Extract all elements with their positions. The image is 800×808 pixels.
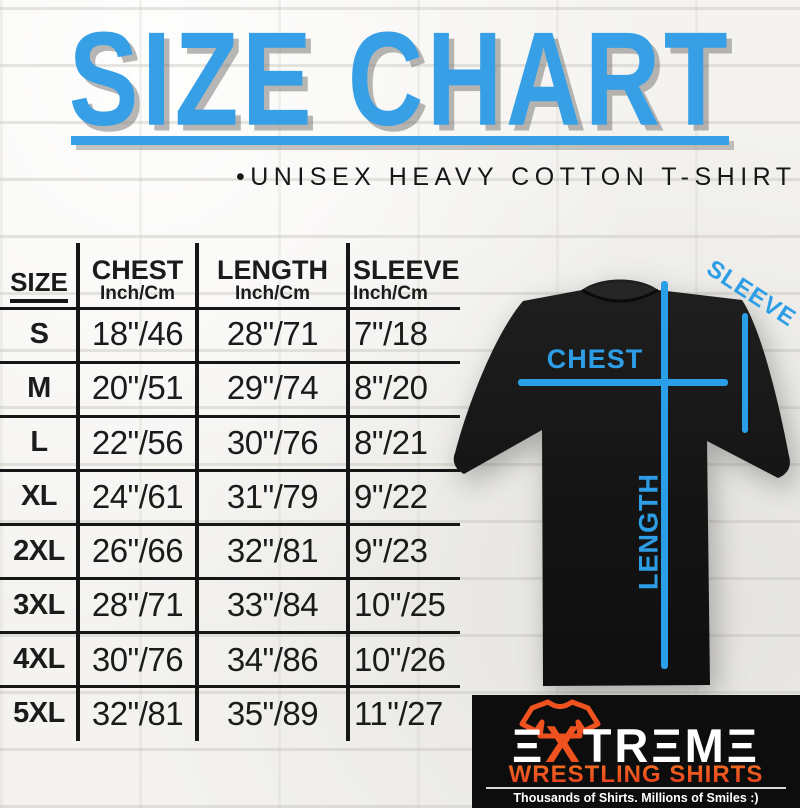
table-row-size: 5XL [13, 697, 65, 730]
page-title: SIZE CHART [68, 3, 732, 154]
table-cell-sleeve: 8"/20 [354, 369, 428, 407]
table-row-size: S [29, 317, 49, 350]
sleeve-column-header: SLEEVE Inch/Cm [348, 243, 460, 307]
table-cell-chest: 32"/81 [91, 694, 184, 732]
table-row-divider [0, 685, 460, 688]
table-cell-chest: 24"/61 [91, 477, 184, 515]
table-row-divider [0, 577, 460, 580]
table-cell-length: 31"/79 [226, 477, 319, 515]
table-cell-length: 35"/89 [226, 694, 319, 732]
table-row-size: M [27, 371, 51, 404]
table-cell-sleeve: 11"/27 [354, 694, 443, 732]
title-underline [71, 136, 729, 145]
table-cell-length: 28"/71 [226, 315, 319, 353]
table-row-divider [0, 415, 460, 418]
tshirt-icon [519, 699, 601, 739]
table-cell-sleeve: 7"/18 [354, 315, 428, 353]
brand-tagline: Thousands of Shirts. Millions of Smiles … [513, 791, 759, 805]
table-cell-chest: 18"/46 [91, 315, 184, 353]
table-cell-sleeve: 10"/25 [354, 586, 446, 624]
brand-letters: TRΞMΞ [582, 719, 761, 772]
table-row-divider [0, 631, 460, 634]
table-cell-chest: 22"/56 [91, 423, 184, 461]
table-row-divider [0, 307, 460, 310]
table-cell-sleeve: 8"/21 [354, 423, 428, 461]
table-cell-length: 33"/84 [226, 586, 319, 624]
table-row-size: 2XL [13, 534, 65, 567]
table-column-divider [346, 243, 350, 741]
table-cell-sleeve: 10"/26 [354, 640, 446, 678]
table-cell-chest: 28"/71 [91, 586, 184, 624]
table-cell-chest: 20"/51 [91, 369, 184, 407]
brand-logo: ΞXTRΞMΞ WRESTLING SHIRTS Thousands of Sh… [472, 695, 800, 808]
table-cell-chest: 30"/76 [91, 640, 184, 678]
table-row-size: 3XL [13, 588, 65, 621]
size-table: SIZE CHEST Inch/Cm LENGTH Inch/Cm SLEEVE… [0, 243, 460, 741]
table-row-size: L [30, 426, 48, 459]
table-column-divider [76, 243, 80, 741]
subtitle: •UNISEX HEAVY COTTON T-SHIRT [236, 163, 797, 191]
sleeve-header-label: SLEEVE [353, 254, 460, 285]
table-cell-sleeve: 9"/22 [354, 477, 428, 515]
chest-label: CHEST [546, 344, 644, 374]
table-row-divider [0, 523, 460, 526]
table-cell-length: 34"/86 [226, 640, 319, 678]
sleeve-unit-label: Inch/Cm [353, 283, 428, 305]
table-cell-chest: 26"/66 [91, 532, 184, 570]
brand-letter: Ξ [511, 719, 546, 772]
table-row-size: 4XL [13, 643, 65, 676]
logo-divider [486, 787, 786, 789]
size-column-header: SIZE [0, 243, 78, 307]
brand-x-letter: X [545, 715, 583, 773]
table-cell-length: 30"/76 [226, 423, 319, 461]
table-cell-length: 32"/81 [226, 532, 319, 570]
length-header-label: LENGTH [217, 254, 328, 285]
table-row-divider [0, 469, 460, 472]
tshirt-diagram: CHEST LENGTH SLEEVE [440, 255, 800, 708]
length-unit-label: Inch/Cm [235, 283, 310, 305]
table-column-divider [195, 243, 199, 741]
length-measure-line [661, 281, 668, 669]
chest-unit-label: Inch/Cm [100, 283, 175, 305]
sleeve-measure-line [742, 313, 748, 433]
chest-measure-line [518, 379, 728, 386]
chest-column-header: CHEST Inch/Cm [78, 243, 197, 307]
length-label: LENGTH [633, 473, 664, 590]
table-row-divider [0, 361, 460, 364]
size-header-label: SIZE [10, 267, 68, 303]
table-cell-length: 29"/74 [226, 369, 319, 407]
chest-header-label: CHEST [91, 254, 184, 285]
table-cell-sleeve: 9"/23 [354, 532, 428, 570]
brand-name: ΞXTRΞMΞ [472, 718, 800, 772]
brand-subname: WRESTLING SHIRTS [472, 761, 800, 789]
table-row-size: XL [20, 480, 58, 513]
length-column-header: LENGTH Inch/Cm [197, 243, 348, 307]
